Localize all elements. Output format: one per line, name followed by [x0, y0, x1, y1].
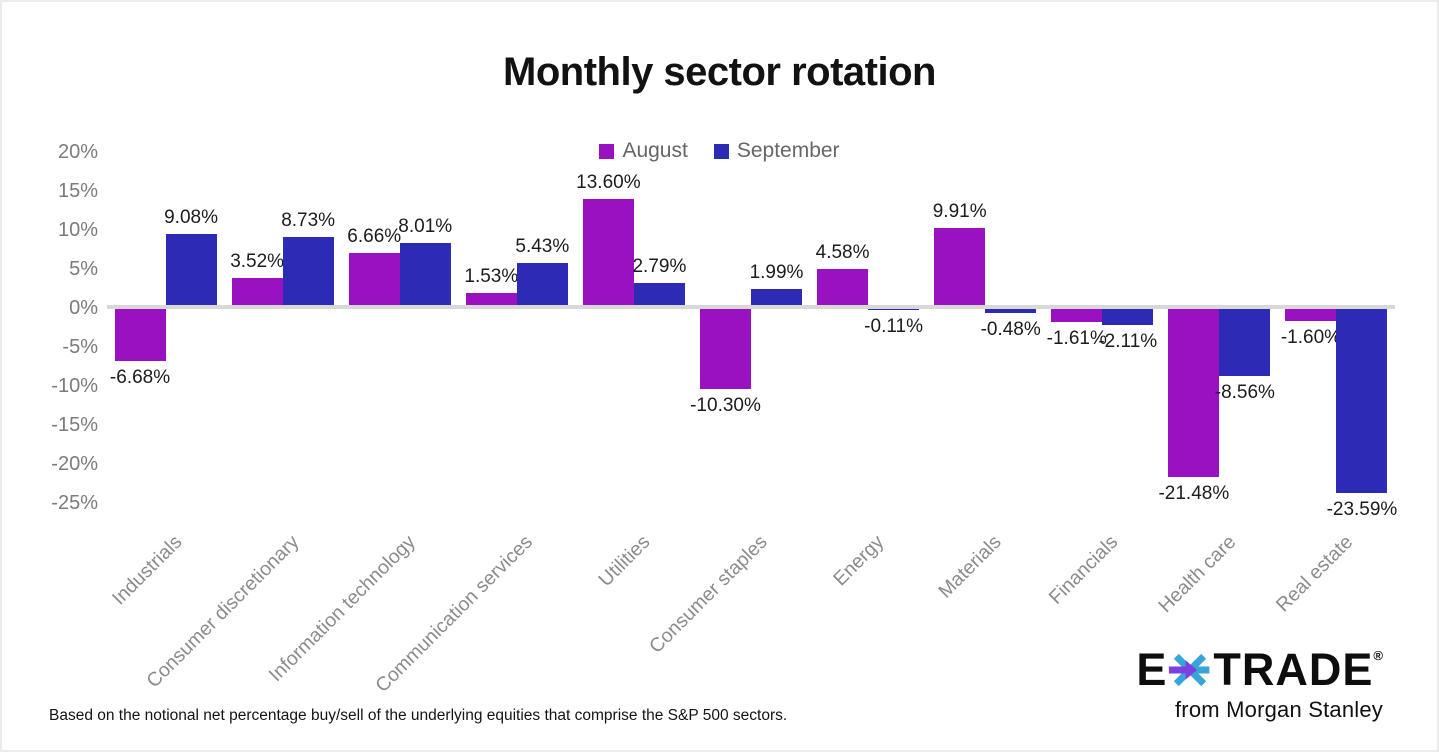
- bar-september-materials: [985, 309, 1037, 313]
- value-label: 8.73%: [281, 209, 336, 231]
- y-axis-tick: 20%: [57, 141, 98, 163]
- bar-august-consumer-discretionary: [231, 277, 283, 305]
- chart-legend: August September: [2, 139, 1437, 163]
- brand-letter-e: E: [1136, 644, 1168, 695]
- value-label: 9.91%: [932, 200, 987, 222]
- y-axis-tick: -20%: [51, 453, 98, 475]
- value-label: 13.60%: [576, 171, 641, 193]
- value-label: 2.79%: [632, 256, 687, 278]
- value-label: 1.53%: [464, 266, 519, 288]
- bar-september-real-estate: [1336, 309, 1388, 493]
- y-axis-tick: -25%: [51, 492, 98, 514]
- x-axis-label: Materials: [934, 531, 1006, 603]
- value-label: 9.08%: [164, 207, 218, 229]
- value-label: 6.66%: [347, 226, 402, 248]
- x-axis-label: Consumer staples: [644, 531, 772, 658]
- value-label: 1.99%: [749, 262, 804, 284]
- bar-september-energy: [868, 309, 920, 310]
- y-axis-tick: -10%: [51, 375, 98, 397]
- bar-august-utilities: [582, 198, 634, 305]
- bar-september-communication-services: [516, 262, 568, 305]
- y-axis-tick: -15%: [51, 414, 98, 436]
- x-axis-label: Energy: [829, 531, 889, 591]
- bar-august-energy: [817, 269, 869, 305]
- bar-august-materials: [934, 227, 986, 305]
- value-label: -10.30%: [690, 395, 761, 417]
- bar-august-consumer-staples: [700, 309, 751, 390]
- brand-word-trade: TRADE: [1213, 644, 1374, 695]
- legend-item-august: August: [599, 139, 688, 163]
- legend-label: September: [736, 139, 840, 162]
- value-label: 5.43%: [515, 235, 570, 257]
- value-label: 3.52%: [230, 250, 285, 272]
- x-axis-label: Utilities: [594, 531, 655, 591]
- value-label: -1.60%: [1280, 327, 1342, 349]
- bar-september-consumer-staples: [751, 289, 802, 305]
- y-axis-tick: 15%: [57, 180, 98, 202]
- value-label: -0.48%: [980, 318, 1041, 340]
- bar-september-health-care: [1219, 309, 1271, 376]
- logo-tagline: from Morgan Stanley: [1175, 697, 1383, 722]
- y-axis-tick: 5%: [69, 258, 98, 280]
- value-label: -2.11%: [1098, 331, 1158, 353]
- value-label: -21.48%: [1158, 482, 1230, 504]
- x-axis-label: Financials: [1045, 531, 1123, 609]
- x-axis-label: Real estate: [1271, 531, 1358, 617]
- value-label: -8.56%: [1214, 381, 1275, 403]
- bar-august-health-care: [1168, 309, 1220, 477]
- value-label: -6.68%: [109, 367, 171, 389]
- bar-september-information-technology: [399, 242, 451, 305]
- legend-label: August: [622, 139, 688, 162]
- x-axis-label: Industrials: [107, 531, 187, 610]
- footnote: Based on the notional net percentage buy…: [49, 707, 788, 724]
- legend-swatch-august: [599, 143, 615, 159]
- etrade-logo: E TRADE ® from Morgan Stanley: [1136, 646, 1383, 723]
- bar-august-industrials: [114, 309, 166, 362]
- value-label: 4.58%: [815, 242, 870, 264]
- value-label: -23.59%: [1326, 499, 1398, 520]
- etrade-wordmark: E TRADE ®: [1136, 646, 1383, 694]
- y-axis-tick: 0%: [69, 297, 98, 319]
- bar-september-financials: [1102, 309, 1154, 326]
- bar-august-real-estate: [1285, 309, 1337, 322]
- value-label: -0.11%: [864, 316, 923, 337]
- registered-trademark: ®: [1373, 648, 1383, 663]
- y-axis-tick: 10%: [57, 219, 98, 241]
- zero-axis-line: [107, 305, 1395, 309]
- value-label: 8.01%: [398, 215, 453, 237]
- bar-august-information-technology: [348, 253, 400, 305]
- chart-title: Monthly sector rotation: [503, 50, 936, 94]
- bar-september-utilities: [633, 283, 685, 305]
- legend-swatch-september: [713, 143, 729, 159]
- bar-september-industrials: [165, 234, 217, 305]
- etrade-asterisk-icon: [1169, 653, 1210, 687]
- y-axis-tick: -5%: [62, 336, 98, 358]
- legend-item-september: September: [713, 139, 840, 163]
- x-axis-label: Health care: [1153, 531, 1240, 618]
- bar-august-financials: [1051, 309, 1103, 322]
- value-label: -1.61%: [1046, 327, 1107, 349]
- bar-august-communication-services: [465, 293, 517, 305]
- bar-september-consumer-discretionary: [282, 236, 334, 305]
